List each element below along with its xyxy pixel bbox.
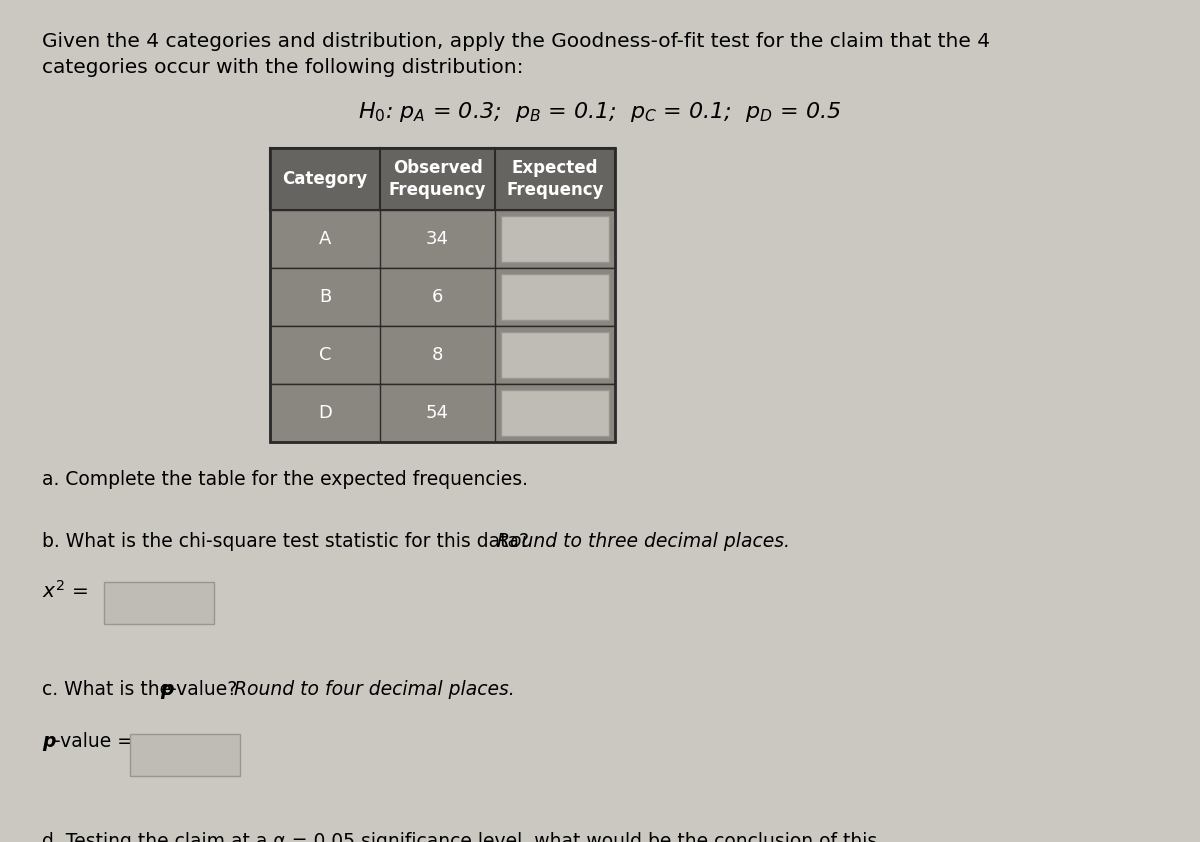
Bar (270, 148, 616, 442)
Text: 54: 54 (426, 404, 449, 422)
Text: -value =: -value = (54, 732, 133, 751)
Text: b. What is the chi-square test statistic for this data?: b. What is the chi-square test statistic… (42, 532, 535, 551)
Bar (502, 332, 610, 378)
Text: categories occur with the following distribution:: categories occur with the following dist… (42, 58, 523, 77)
Text: C: C (319, 346, 331, 364)
Text: d. Testing the claim at a α = 0.05 significance level, what would be the conclus: d. Testing the claim at a α = 0.05 signi… (42, 832, 877, 842)
Bar (502, 390, 610, 436)
Bar (104, 582, 214, 624)
Bar (502, 216, 610, 262)
Text: A: A (319, 230, 331, 248)
Text: Expected
Frequency: Expected Frequency (506, 159, 604, 199)
Bar (270, 384, 616, 442)
Text: $x^2$ =: $x^2$ = (42, 580, 88, 602)
Text: Round to three decimal places.: Round to three decimal places. (497, 532, 790, 551)
Bar (270, 148, 616, 210)
Bar (502, 274, 610, 320)
Text: B: B (319, 288, 331, 306)
Text: 34: 34 (426, 230, 449, 248)
Text: a. Complete the table for the expected frequencies.: a. Complete the table for the expected f… (42, 470, 528, 489)
Text: D: D (318, 404, 332, 422)
Text: -value?: -value? (170, 680, 244, 699)
Text: Given the 4 categories and distribution, apply the Goodness-of-fit test for the : Given the 4 categories and distribution,… (42, 32, 990, 51)
Bar (130, 734, 240, 776)
Text: $H_0$: $p_A$ = 0.3;  $p_B$ = 0.1;  $p_C$ = 0.1;  $p_D$ = 0.5: $H_0$: $p_A$ = 0.3; $p_B$ = 0.1; $p_C$ =… (359, 100, 841, 124)
Text: Round to four decimal places.: Round to four decimal places. (234, 680, 515, 699)
Bar (270, 268, 616, 326)
Text: 8: 8 (432, 346, 443, 364)
Text: c. What is the: c. What is the (42, 680, 178, 699)
Bar (270, 210, 616, 268)
Text: 6: 6 (432, 288, 443, 306)
Text: p: p (42, 732, 55, 751)
Text: Category: Category (282, 170, 367, 188)
Text: Observed
Frequency: Observed Frequency (389, 159, 486, 199)
Bar (270, 326, 616, 384)
Text: p: p (160, 680, 173, 699)
